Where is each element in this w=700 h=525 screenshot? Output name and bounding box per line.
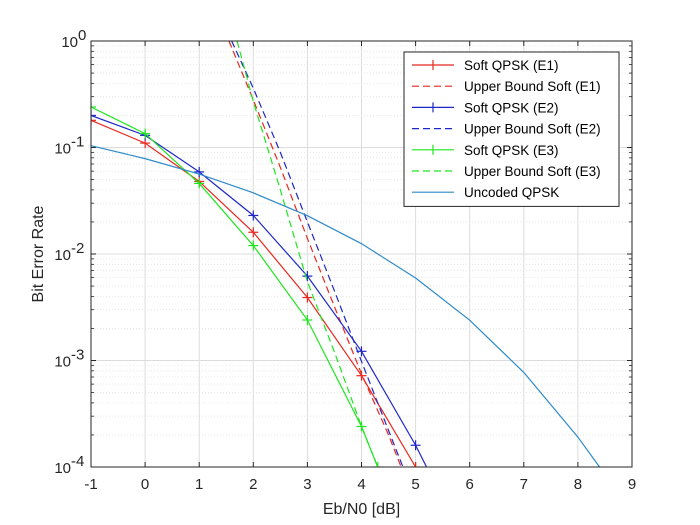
series-line — [228, 41, 402, 467]
x-axis-label: Eb/N0 [dB] — [323, 501, 400, 518]
data-point — [302, 292, 313, 303]
data-point — [248, 210, 259, 221]
legend-item: Uncoded QPSK — [412, 185, 559, 200]
x-tick-label: 5 — [411, 476, 419, 493]
x-tick-labels: -1 0 1 2 3 4 5 6 7 8 9 — [84, 476, 636, 493]
y-tick-label: 10 -2 — [54, 240, 84, 264]
data-point — [91, 110, 96, 121]
series-line — [91, 106, 379, 467]
y-tick-label: 10 0 — [61, 27, 86, 51]
legend: Soft QPSK (E1) Upper Bound Soft (E1) Soft … — [403, 51, 620, 207]
data-point — [410, 440, 421, 451]
data-point — [302, 315, 313, 326]
series-7 — [91, 145, 601, 467]
data-point — [248, 227, 259, 238]
series-line — [91, 114, 428, 467]
data-point — [248, 240, 259, 251]
legend-item: Upper Bound Soft (E3) — [412, 164, 601, 179]
series-line — [91, 145, 601, 467]
y-axis-label: Bit Error Rate — [30, 205, 47, 302]
y-tick-exponent: -4 — [71, 453, 84, 470]
series-line — [231, 41, 404, 467]
legend-item: Soft QPSK (E3) — [412, 143, 559, 158]
series-2 — [228, 41, 402, 467]
data-point — [91, 115, 96, 126]
series-5 — [91, 102, 383, 467]
x-tick-label: 4 — [357, 476, 365, 493]
y-tick-label: 10 -3 — [54, 347, 84, 371]
y-tick-base: 10 — [54, 141, 71, 158]
data-point — [194, 178, 205, 189]
series-4 — [231, 41, 404, 467]
y-tick-exponent: -3 — [71, 347, 84, 364]
y-tick-label: 10 -4 — [54, 453, 84, 477]
y-tick-base: 10 — [54, 247, 71, 264]
y-tick-label: 10 -1 — [54, 134, 84, 158]
y-tick-exponent: 0 — [78, 27, 86, 44]
legend-item: Upper Bound Soft (E1) — [412, 79, 601, 94]
x-tick-label: 1 — [195, 476, 203, 493]
legend-label: Upper Bound Soft (E3) — [464, 164, 601, 179]
y-tick-base: 10 — [54, 354, 71, 371]
x-tick-label: -1 — [84, 476, 97, 493]
legend-item: Soft QPSK (E1) — [412, 58, 559, 73]
series-3 — [91, 110, 428, 467]
data-point — [91, 102, 96, 113]
y-tick-exponent: -2 — [71, 240, 84, 257]
legend-label: Soft QPSK (E2) — [464, 100, 559, 115]
legend-label: Soft QPSK (E3) — [464, 143, 559, 158]
data-point — [302, 271, 313, 282]
data-point — [194, 166, 205, 177]
y-tick-exponent: -1 — [71, 134, 84, 151]
x-tick-label: 8 — [574, 476, 582, 493]
x-tick-label: 6 — [466, 476, 474, 493]
y-tick-base: 10 — [54, 460, 71, 477]
legend-label: Uncoded QPSK — [464, 185, 559, 200]
data-point — [140, 128, 151, 139]
series-group — [91, 41, 601, 467]
x-tick-label: 7 — [520, 476, 528, 493]
plot-frame — [90, 40, 633, 468]
x-tick-label: 3 — [303, 476, 311, 493]
y-tick-base: 10 — [61, 34, 78, 51]
data-point — [372, 462, 383, 467]
x-tick-label: 0 — [141, 476, 149, 493]
legend-item: Upper Bound Soft (E2) — [412, 122, 601, 137]
data-point — [410, 462, 421, 467]
legend-label: Soft QPSK (E1) — [464, 58, 559, 73]
legend-label: Upper Bound Soft (E2) — [464, 122, 601, 137]
x-tick-label: 2 — [249, 476, 257, 493]
legend-label: Upper Bound Soft (E1) — [464, 79, 601, 94]
x-tick-label: 9 — [628, 476, 636, 493]
data-point — [356, 421, 367, 432]
data-point — [356, 370, 367, 381]
legend-item: Soft QPSK (E2) — [412, 100, 559, 115]
